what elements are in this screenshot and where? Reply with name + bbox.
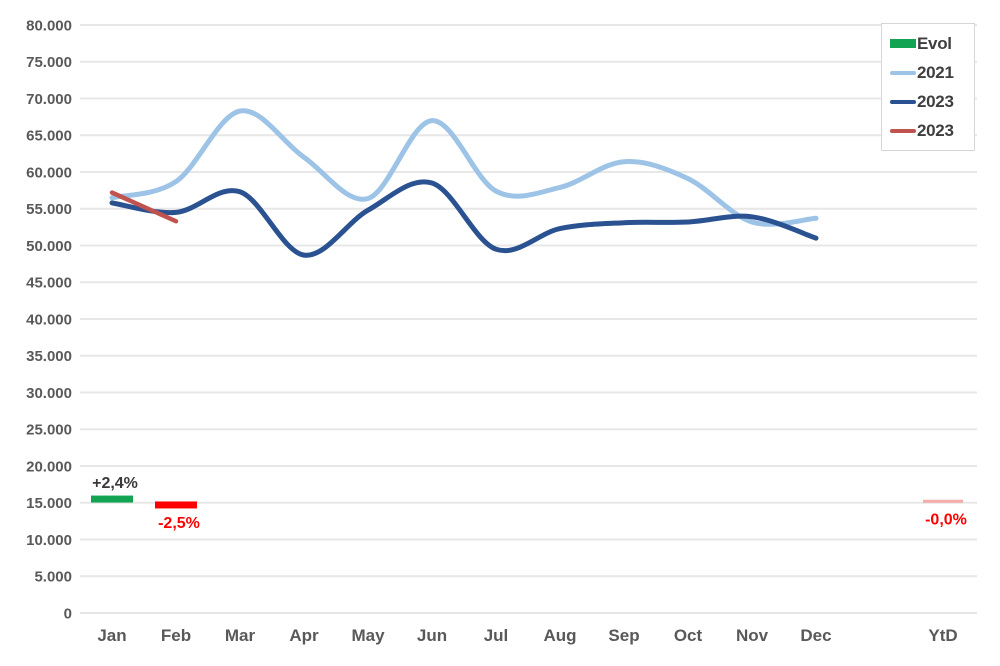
x-axis-month-label: Feb (161, 626, 191, 645)
legend-item-2023-3: 2023 (890, 116, 970, 145)
legend-label: 2023 (917, 120, 954, 140)
y-axis-tick-label: 15.000 (26, 495, 72, 512)
y-axis-tick-label: 5.000 (34, 569, 72, 586)
y-axis-tick-label: 60.000 (26, 164, 72, 181)
x-axis-month-label: Oct (674, 626, 703, 645)
y-axis-tick-label: 20.000 (26, 458, 72, 475)
evol-bar-jan (91, 495, 133, 503)
y-axis-tick-label: 70.000 (26, 91, 72, 108)
line-swatch-icon (890, 128, 916, 133)
series-line-2023-1 (109, 179, 819, 258)
x-axis-month-label: Dec (800, 626, 831, 645)
y-axis-tick-label: 65.000 (26, 128, 72, 145)
x-axis-month-label: Sep (608, 626, 639, 645)
x-axis-month-label: Aug (543, 626, 576, 645)
y-axis-tick-label: 45.000 (26, 275, 72, 292)
evol-bar-ytd (923, 499, 963, 503)
legend-label: 2023 (917, 91, 954, 111)
x-axis-month-label: Mar (225, 626, 256, 645)
evol-label-ytd: -0,0% (925, 511, 967, 528)
evol-bar-feb (155, 501, 197, 509)
x-axis-month-label: Nov (736, 626, 769, 645)
x-axis-month-label: Jun (417, 626, 447, 645)
legend-label: Evol (917, 33, 952, 53)
x-axis-month-label: Jan (97, 626, 126, 645)
y-axis-tick-label: 40.000 (26, 311, 72, 328)
chart-legend: Evol 2021 2023 2023 (881, 23, 975, 151)
y-axis-tick-label: 55.000 (26, 201, 72, 218)
y-axis-tick-label: 50.000 (26, 238, 72, 255)
y-axis-tick-label: 75.000 (26, 54, 72, 71)
evol-label-feb: -2,5% (158, 515, 200, 532)
y-axis-tick-label: 0 (64, 605, 72, 622)
evol-label-jan: +2,4% (92, 475, 138, 492)
series-line-2023-2 (109, 190, 179, 224)
y-axis-tick-label: 35.000 (26, 348, 72, 365)
x-axis-month-label: May (351, 626, 385, 645)
line-swatch-icon (890, 99, 916, 104)
series-line-2021-0 (109, 108, 819, 227)
legend-label: 2021 (917, 62, 954, 82)
x-axis-ytd-label: YtD (928, 626, 957, 645)
bar-swatch-icon (890, 39, 916, 48)
y-axis-tick-label: 10.000 (26, 532, 72, 549)
legend-item-2021-1: 2021 (890, 58, 970, 87)
x-axis-month-label: Jul (484, 626, 509, 645)
legend-item-2023-2: 2023 (890, 87, 970, 116)
line-swatch-icon (890, 70, 916, 75)
y-axis-tick-label: 80.000 (26, 17, 72, 34)
x-axis-month-label: Apr (289, 626, 319, 645)
y-axis-tick-label: 25.000 (26, 422, 72, 439)
y-axis-tick-label: 30.000 (26, 385, 72, 402)
legend-item-evol-0: Evol (890, 29, 970, 58)
